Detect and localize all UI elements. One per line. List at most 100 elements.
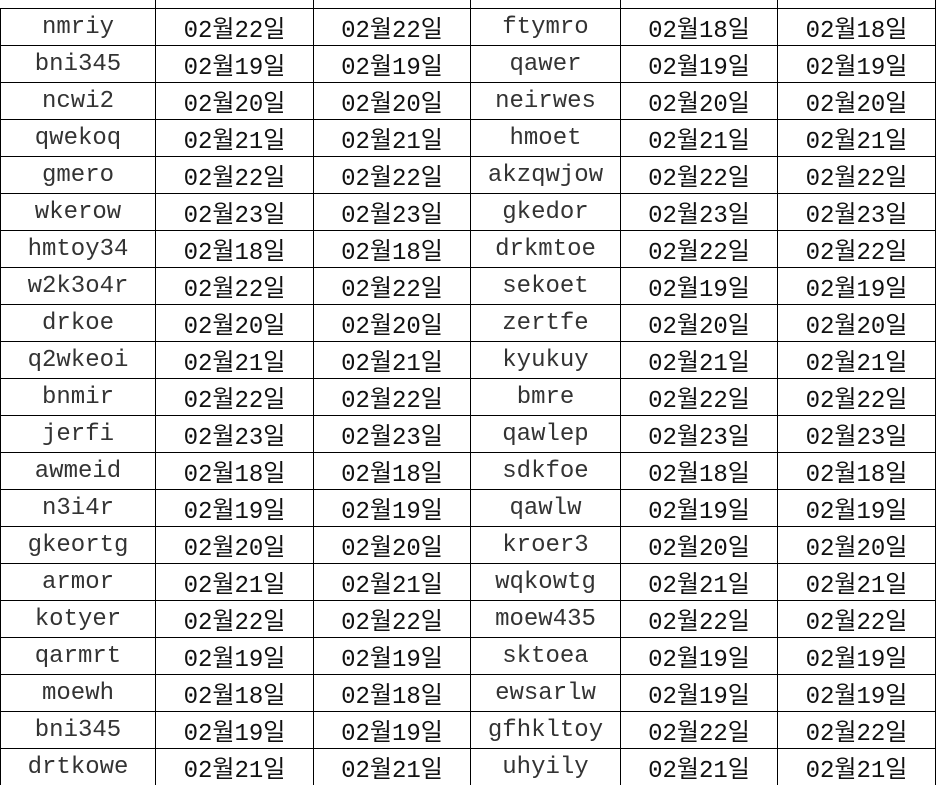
- name-cell: hmtoy34: [0, 230, 156, 268]
- date-cell: 02월23일: [155, 415, 314, 453]
- name-cell: q2wkeoi: [0, 341, 156, 379]
- date-cell: 02월21일: [313, 563, 471, 601]
- name-cell: moew435: [470, 600, 621, 638]
- date-cell: 02월18일: [155, 674, 314, 712]
- name-cell: wqkowtg: [470, 563, 621, 601]
- date-cell: 02월22일: [620, 600, 778, 638]
- date-cell: 02월23일: [620, 193, 778, 231]
- date-cell: 02월21일: [620, 119, 778, 157]
- date-cell: 02월21일: [620, 748, 778, 785]
- date-cell: 02월22일: [155, 8, 314, 46]
- date-cell: 02월21일: [620, 341, 778, 379]
- table-row: moewh 02월18일 02월18일 ewsarlw 02월19일 02월19일: [0, 674, 936, 712]
- name-cell: bmre: [470, 378, 621, 416]
- date-cell: 02월20일: [777, 526, 936, 564]
- date-cell: 02월21일: [777, 119, 936, 157]
- name-cell: gkedor: [470, 193, 621, 231]
- cell-border: [155, 0, 156, 8]
- date-cell: 02월19일: [777, 45, 936, 83]
- name-cell: kroer3: [470, 526, 621, 564]
- date-cell: 02월21일: [777, 748, 936, 785]
- name-cell: moewh: [0, 674, 156, 712]
- name-cell: drtkowe: [0, 748, 156, 785]
- table-row: qarmrt 02월19일 02월19일 sktoea 02월19일 02월19일: [0, 637, 936, 675]
- date-cell: 02월19일: [155, 45, 314, 83]
- date-cell: 02월19일: [620, 637, 778, 675]
- name-cell: ewsarlw: [470, 674, 621, 712]
- date-cell: 02월22일: [777, 156, 936, 194]
- name-cell: akzqwjow: [470, 156, 621, 194]
- name-cell: n3i4r: [0, 489, 156, 527]
- date-cell: 02월20일: [313, 304, 471, 342]
- date-cell: 02월20일: [155, 82, 314, 120]
- name-cell: gkeortg: [0, 526, 156, 564]
- date-cell: 02월19일: [313, 637, 471, 675]
- date-cell: 02월18일: [777, 8, 936, 46]
- date-cell: 02월22일: [777, 600, 936, 638]
- date-cell: 02월22일: [313, 600, 471, 638]
- name-cell: kotyer: [0, 600, 156, 638]
- date-cell: 02월18일: [620, 452, 778, 490]
- name-cell: bni345: [0, 45, 156, 83]
- date-cell: 02월20일: [313, 526, 471, 564]
- name-cell: armor: [0, 563, 156, 601]
- name-cell: qwekoq: [0, 119, 156, 157]
- name-cell: gmero: [0, 156, 156, 194]
- date-cell: 02월19일: [155, 711, 314, 749]
- name-cell: neirwes: [470, 82, 621, 120]
- name-cell: qawlw: [470, 489, 621, 527]
- date-cell: 02월22일: [313, 267, 471, 305]
- date-cell: 02월21일: [620, 563, 778, 601]
- date-cell: 02월20일: [620, 82, 778, 120]
- name-cell: drkmtoe: [470, 230, 621, 268]
- name-cell: w2k3o4r: [0, 267, 156, 305]
- cell-border: [777, 0, 778, 8]
- date-cell: 02월23일: [777, 193, 936, 231]
- date-cell: 02월22일: [620, 156, 778, 194]
- table-row: q2wkeoi 02월21일 02월21일 kyukuy 02월21일 02월21일: [0, 341, 936, 379]
- cell-border: [935, 0, 936, 8]
- date-cell: 02월21일: [313, 119, 471, 157]
- date-cell: 02월22일: [313, 8, 471, 46]
- table-row: qwekoq 02월21일 02월21일 hmoet 02월21일 02월21일: [0, 119, 936, 157]
- partial-row: [0, 0, 937, 8]
- date-cell: 02월21일: [155, 119, 314, 157]
- date-cell: 02월23일: [777, 415, 936, 453]
- table-row: drkoe 02월20일 02월20일 zertfe 02월20일 02월20일: [0, 304, 936, 342]
- date-cell: 02월18일: [313, 452, 471, 490]
- cell-border: [470, 0, 471, 8]
- date-cell: 02월19일: [313, 45, 471, 83]
- name-cell: ncwi2: [0, 82, 156, 120]
- name-cell: uhyily: [470, 748, 621, 785]
- table-row: bni345 02월19일 02월19일 gfhkltoy 02월22일 02월22일: [0, 711, 936, 749]
- name-cell: ftymro: [470, 8, 621, 46]
- date-cell: 02월20일: [155, 304, 314, 342]
- date-cell: 02월19일: [620, 674, 778, 712]
- name-cell: qawlep: [470, 415, 621, 453]
- date-cell: 02월19일: [313, 711, 471, 749]
- table-row: drtkowe 02월21일 02월21일 uhyily 02월21일 02월21일: [0, 748, 936, 785]
- table-row: gmero 02월22일 02월22일 akzqwjow 02월22일 02월22일: [0, 156, 936, 194]
- date-cell: 02월22일: [313, 156, 471, 194]
- date-cell: 02월22일: [620, 230, 778, 268]
- name-cell: jerfi: [0, 415, 156, 453]
- date-cell: 02월20일: [777, 304, 936, 342]
- date-cell: 02월20일: [620, 304, 778, 342]
- table-row: jerfi 02월23일 02월23일 qawlep 02월23일 02월23일: [0, 415, 936, 453]
- table-row: gkeortg 02월20일 02월20일 kroer3 02월20일 02월20일: [0, 526, 936, 564]
- name-cell: qawer: [470, 45, 621, 83]
- table-row: nmriy 02월22일 02월22일 ftymro 02월18일 02월18일: [0, 8, 936, 46]
- table-row: armor 02월21일 02월21일 wqkowtg 02월21일 02월21일: [0, 563, 936, 601]
- cell-border: [313, 0, 314, 8]
- name-cell: kyukuy: [470, 341, 621, 379]
- date-cell: 02월22일: [155, 156, 314, 194]
- date-cell: 02월21일: [155, 563, 314, 601]
- date-cell: 02월18일: [313, 230, 471, 268]
- date-cell: 02월20일: [155, 526, 314, 564]
- date-cell: 02월21일: [155, 341, 314, 379]
- date-cell: 02월19일: [777, 489, 936, 527]
- date-cell: 02월21일: [155, 748, 314, 785]
- date-cell: 02월19일: [313, 489, 471, 527]
- name-cell: bnmir: [0, 378, 156, 416]
